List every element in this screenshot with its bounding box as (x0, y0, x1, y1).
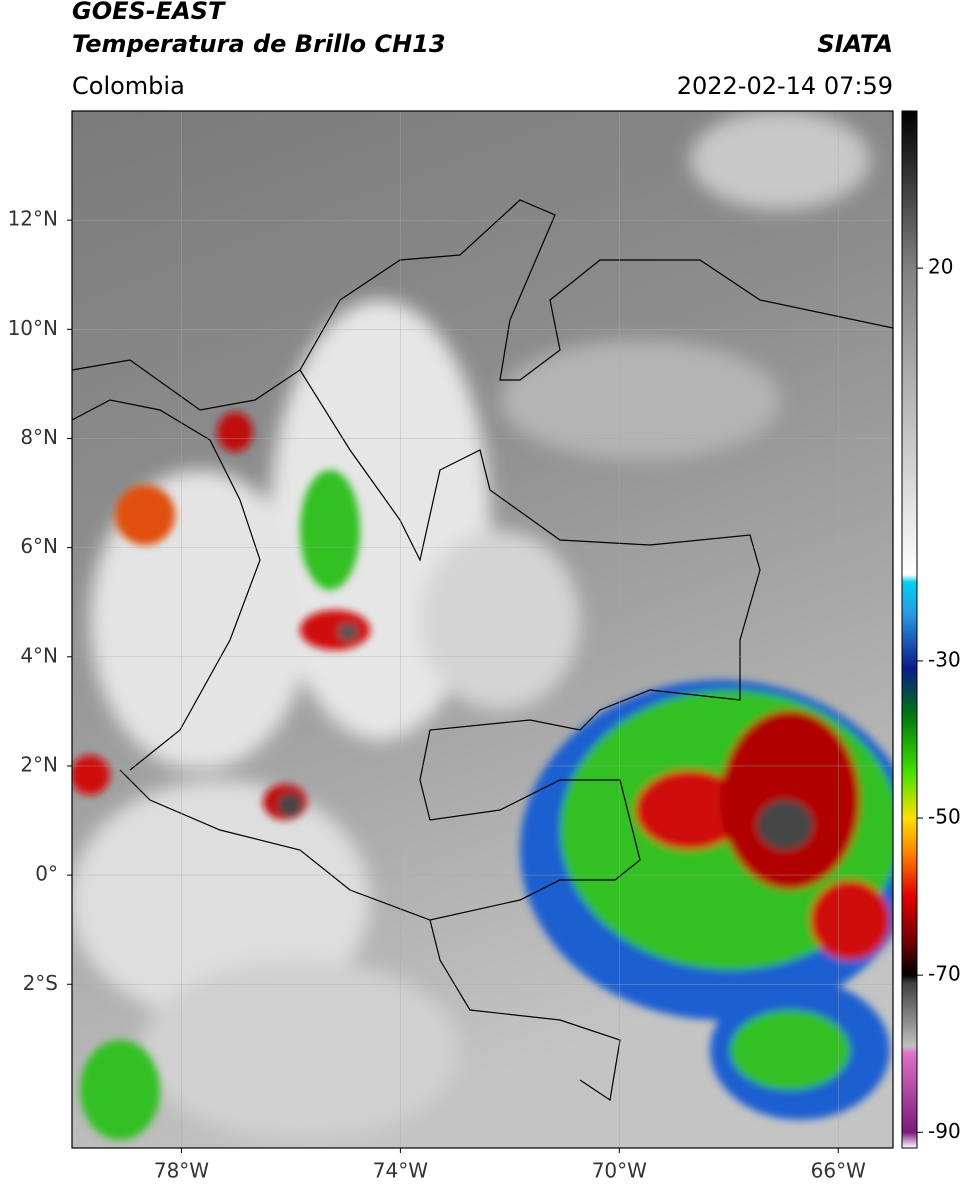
x-tick-label: 70°W (592, 1159, 647, 1183)
title: GOES-EAST (72, 0, 226, 25)
y-tick-label: 0° (35, 862, 58, 886)
x-tick-label: 74°W (373, 1159, 428, 1183)
y-tick-label: 12°N (8, 207, 58, 231)
gridlines (72, 111, 893, 1148)
y-tick-label: 4°N (20, 643, 58, 667)
y-tick-label: 2°S (23, 971, 58, 995)
y-tick-label: 10°N (8, 316, 58, 340)
y-tick-label: 6°N (20, 534, 58, 558)
source: SIATA (817, 30, 893, 58)
subtitle: Temperatura de Brillo CH13 (72, 30, 446, 58)
colorbar-tick-label: -50 (928, 805, 961, 829)
colorbar-tick-label: -70 (928, 962, 961, 986)
region: Colombia (72, 72, 185, 100)
borders (72, 199, 893, 1102)
map-frame (71, 110, 894, 1149)
x-tick-label: 78°W (154, 1159, 209, 1183)
y-tick-label: 2°N (20, 752, 58, 776)
y-tick-label: 8°N (20, 425, 58, 449)
satellite-image (72, 111, 893, 1148)
convection (72, 412, 893, 1140)
colorbar-tick-label: -90 (928, 1119, 961, 1143)
datetime: 2022-02-14 07:59 (677, 72, 893, 100)
colorbar-tick-label: -30 (928, 647, 961, 671)
colorbar-tick-label: 20 (928, 255, 953, 279)
x-tick-label: 66°W (811, 1159, 866, 1183)
colorbar (901, 110, 918, 1149)
